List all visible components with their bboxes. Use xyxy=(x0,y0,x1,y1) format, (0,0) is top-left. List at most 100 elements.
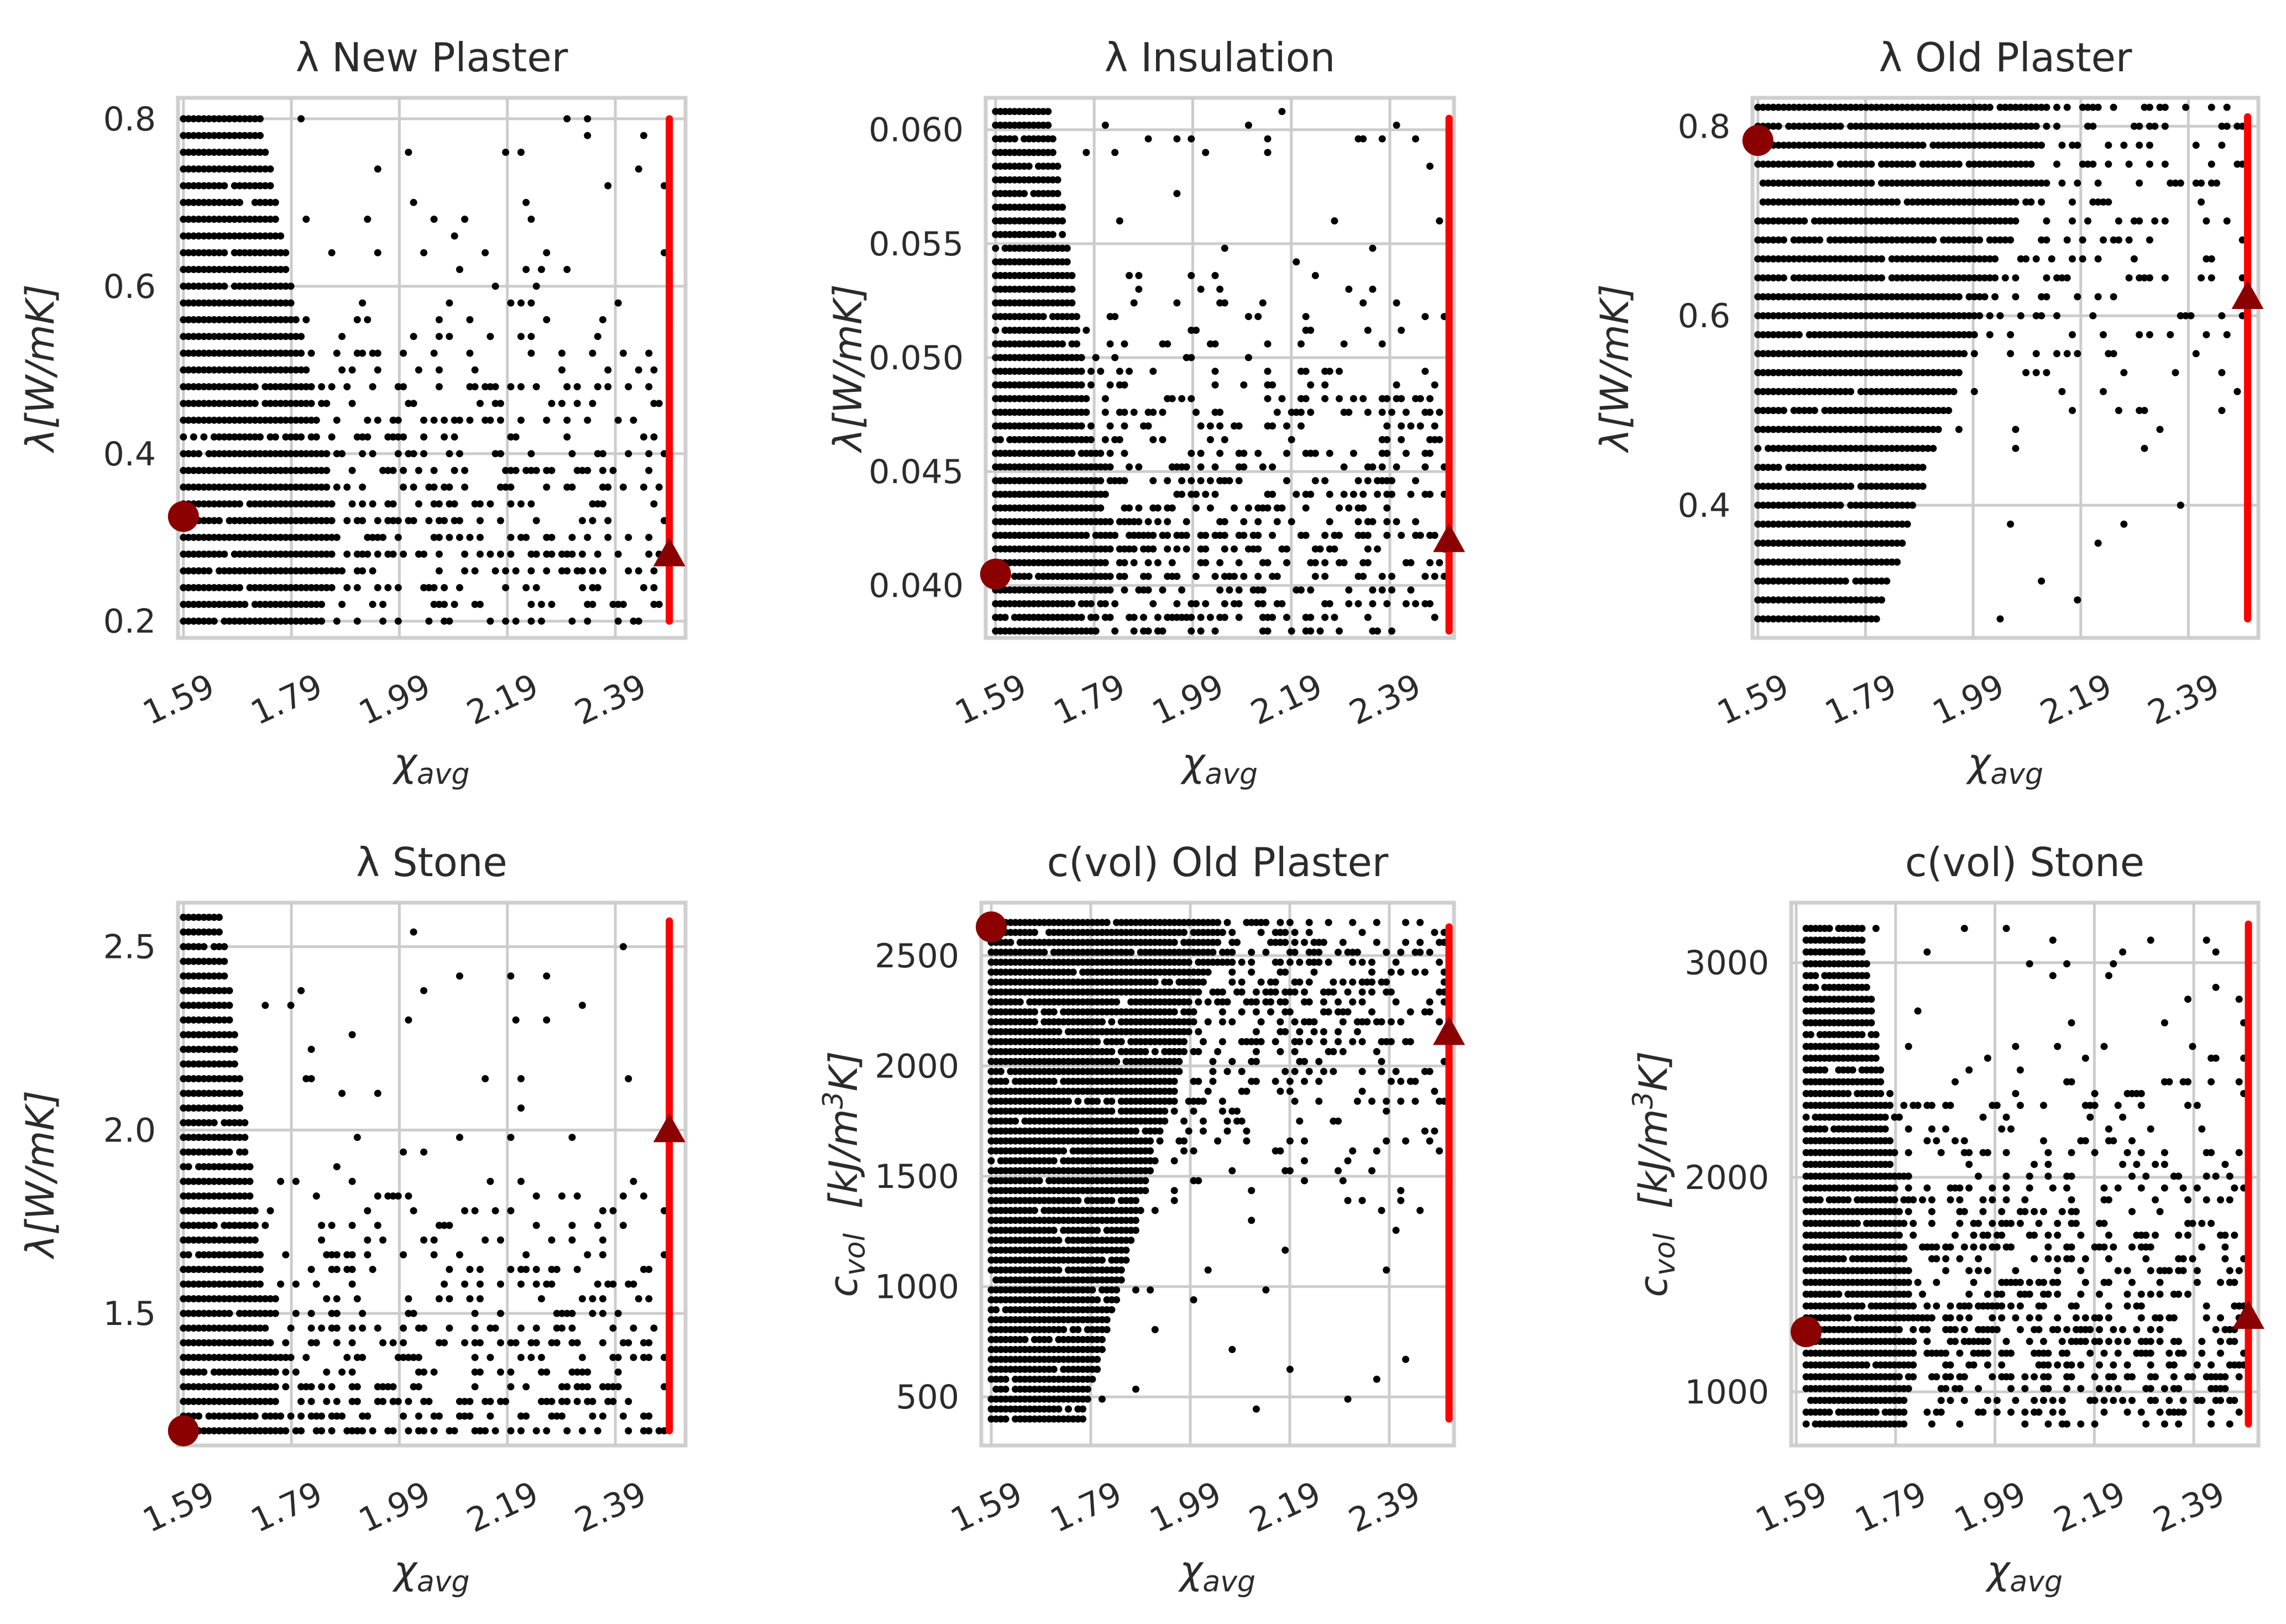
data-point xyxy=(241,450,249,458)
data-point xyxy=(1106,340,1114,348)
data-point xyxy=(2058,387,2066,395)
data-point xyxy=(328,1427,336,1434)
data-point xyxy=(650,1324,658,1332)
data-point xyxy=(277,600,285,608)
data-point xyxy=(180,400,187,407)
data-point xyxy=(1197,422,1205,430)
data-point xyxy=(307,551,315,558)
data-point xyxy=(1197,463,1205,471)
data-point xyxy=(287,333,295,340)
data-point xyxy=(471,1383,479,1391)
data-point xyxy=(1288,627,1295,635)
data-point xyxy=(2151,217,2159,225)
data-point xyxy=(625,1339,632,1347)
data-point xyxy=(2223,217,2231,225)
data-point xyxy=(185,551,192,558)
data-point xyxy=(1842,577,1849,585)
data-point xyxy=(1431,532,1438,539)
x-tick-label: 2.39 xyxy=(2142,667,2226,733)
data-point xyxy=(496,450,504,458)
data-point xyxy=(2100,331,2107,338)
data-point xyxy=(369,383,376,391)
data-point xyxy=(190,467,197,474)
data-point xyxy=(200,943,208,951)
data-point xyxy=(180,584,187,591)
data-point xyxy=(1955,293,1963,301)
data-point xyxy=(1188,272,1195,279)
data-point xyxy=(180,467,187,474)
data-point xyxy=(1960,350,1968,358)
data-point xyxy=(389,1427,397,1434)
data-point xyxy=(236,182,243,190)
data-point xyxy=(292,400,300,407)
data-point xyxy=(251,165,259,173)
data-point xyxy=(573,1397,581,1405)
data-point xyxy=(343,584,351,591)
data-point xyxy=(589,1397,597,1405)
data-point xyxy=(543,467,551,474)
data-point xyxy=(619,1192,627,1200)
data-point xyxy=(451,416,458,424)
data-point xyxy=(1421,573,1429,580)
data-point xyxy=(2120,369,2128,376)
data-point xyxy=(1197,449,1205,457)
data-point xyxy=(287,617,295,625)
data-point xyxy=(532,517,540,525)
data-point xyxy=(251,533,259,541)
data-point xyxy=(200,383,208,391)
data-point xyxy=(328,433,336,441)
data-point xyxy=(482,1427,489,1434)
data-point xyxy=(277,1177,285,1185)
data-point xyxy=(318,450,326,458)
data-point xyxy=(318,500,326,508)
data-point xyxy=(1077,381,1085,389)
data-point xyxy=(200,366,208,374)
data-point xyxy=(2120,142,2128,149)
data-point xyxy=(251,500,259,508)
data-point xyxy=(1240,449,1248,457)
data-point xyxy=(517,1324,525,1332)
data-point xyxy=(2161,160,2169,168)
data-point xyxy=(318,383,326,391)
data-point xyxy=(466,1266,474,1273)
data-point xyxy=(1098,1395,1106,1403)
data-point xyxy=(992,327,1000,334)
data-point xyxy=(1364,559,1372,567)
data-point xyxy=(241,216,249,223)
data-point xyxy=(1092,354,1100,362)
data-point xyxy=(210,132,218,139)
data-point xyxy=(410,400,417,407)
data-point xyxy=(441,617,448,625)
data-point xyxy=(261,198,269,206)
data-point xyxy=(287,500,295,508)
data-point xyxy=(353,584,361,591)
data-point xyxy=(1173,545,1181,553)
data-point xyxy=(226,349,233,357)
data-point xyxy=(241,1148,249,1156)
data-point xyxy=(1283,614,1290,621)
data-point xyxy=(251,282,259,290)
data-point xyxy=(435,383,443,391)
data-point xyxy=(297,517,305,525)
data-point xyxy=(180,551,187,558)
data-point xyxy=(257,316,264,323)
data-point xyxy=(2038,198,2046,206)
data-point xyxy=(292,567,300,575)
data-point xyxy=(210,416,218,424)
data-point xyxy=(543,483,551,491)
data-point xyxy=(2043,103,2050,111)
data-point xyxy=(594,1427,601,1434)
data-point xyxy=(1929,236,1937,244)
data-point xyxy=(389,1339,397,1347)
data-point xyxy=(323,467,331,474)
data-point xyxy=(471,500,479,508)
data-point xyxy=(1221,299,1228,307)
data-point xyxy=(297,450,305,458)
data-point xyxy=(507,1383,515,1391)
data-point xyxy=(1144,422,1152,430)
data-point xyxy=(1049,149,1056,156)
data-point xyxy=(266,517,274,525)
data-point xyxy=(312,533,320,541)
data-point xyxy=(2032,255,2040,263)
data-point xyxy=(1340,559,1348,567)
